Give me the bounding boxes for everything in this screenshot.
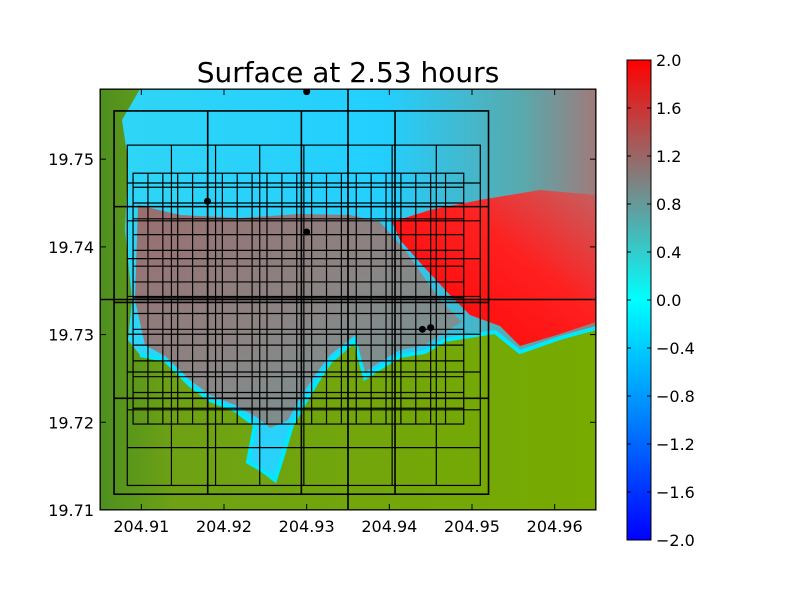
gauge-point <box>427 324 435 332</box>
colorbar-tick-label: −0.8 <box>656 387 695 406</box>
colorbar-tick-label: −1.2 <box>656 435 695 454</box>
colorbar-tick-label: 0.4 <box>656 243 681 262</box>
plot-area <box>100 89 596 510</box>
plot-frame <box>99 88 597 511</box>
grid-patch-level-4 <box>132 172 465 425</box>
y-tick-label: 19.74 <box>48 238 94 257</box>
colorbar-axis: 2.0 1.6 1.2 0.8 0.4 0.0 −0.4 −0.8 −1.2 −1.6 −2.0 <box>627 51 695 550</box>
gauge-point <box>203 197 211 205</box>
colorbar-tick-label: 1.6 <box>656 99 681 118</box>
x-tick-label: 204.94 <box>361 517 417 536</box>
offshore-surge-region <box>392 190 596 346</box>
x-axis: 204.91 204.92 204.93 204.94 204.95 204.96 <box>113 89 583 536</box>
gauge-point <box>418 325 426 333</box>
x-tick-label: 204.95 <box>444 517 500 536</box>
colorbar-tick-label: −1.6 <box>656 483 695 502</box>
x-tick-label: 204.96 <box>527 517 583 536</box>
colorbar-tick-label: −2.0 <box>656 531 695 550</box>
y-tick-label: 19.71 <box>48 501 94 520</box>
y-axis: 19.71 19.72 19.73 19.74 19.75 <box>48 150 596 520</box>
chart-title: Surface at 2.53 hours <box>197 56 500 89</box>
colorbar-tick-label: 0.8 <box>656 195 681 214</box>
x-tick-label: 204.93 <box>279 517 335 536</box>
x-tick-label: 204.92 <box>196 517 252 536</box>
y-tick-label: 19.75 <box>48 150 94 169</box>
y-tick-label: 19.72 <box>48 413 94 432</box>
amr-grid-lines <box>100 89 596 510</box>
gauge-point <box>303 228 311 236</box>
colorbar-tick-label: 1.2 <box>656 147 681 166</box>
colorbar-tick-label: 0.0 <box>656 291 681 310</box>
y-tick-label: 19.73 <box>48 326 94 345</box>
colorbar-tick-label: 2.0 <box>656 51 681 70</box>
colorbar-tick-label: −0.4 <box>656 339 695 358</box>
x-tick-label: 204.91 <box>113 517 169 536</box>
